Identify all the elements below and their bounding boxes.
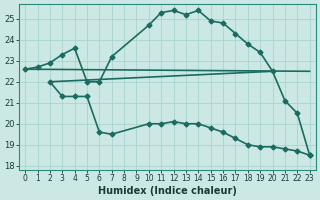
X-axis label: Humidex (Indice chaleur): Humidex (Indice chaleur) [98,186,237,196]
